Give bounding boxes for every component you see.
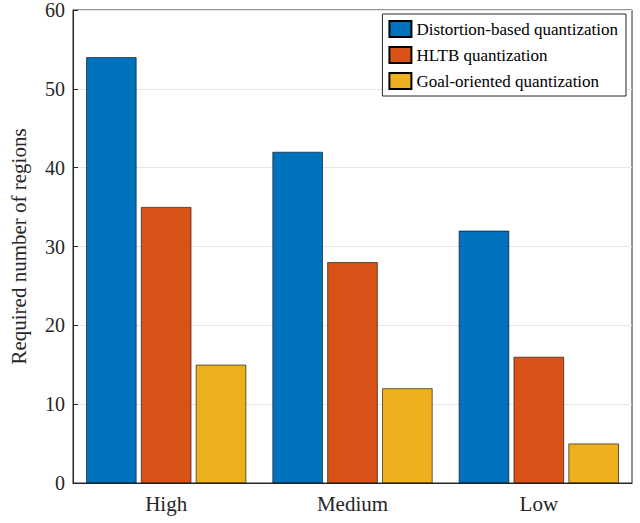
svg-text:Low: Low — [520, 492, 559, 516]
svg-text:Goal-oriented quantization: Goal-oriented quantization — [416, 72, 599, 91]
svg-text:40: 40 — [45, 157, 65, 179]
svg-text:HLTB quantization: HLTB quantization — [416, 46, 548, 65]
svg-text:10: 10 — [45, 393, 65, 415]
svg-text:50: 50 — [45, 78, 65, 100]
svg-text:Distortion-based quantization: Distortion-based quantization — [416, 20, 618, 39]
svg-text:0: 0 — [55, 472, 65, 494]
svg-text:60: 60 — [45, 0, 65, 21]
svg-text:High: High — [145, 492, 188, 516]
svg-text:20: 20 — [45, 314, 65, 336]
svg-text:Medium: Medium — [317, 492, 388, 516]
svg-text:30: 30 — [45, 236, 65, 258]
svg-text:Required number of regions: Required number of regions — [7, 128, 31, 364]
